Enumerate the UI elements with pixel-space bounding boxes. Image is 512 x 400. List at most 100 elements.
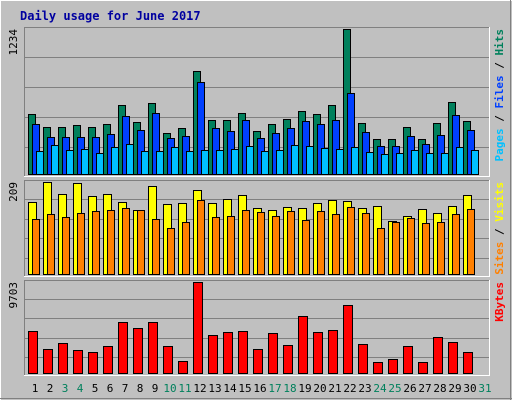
bar-kbytes-day-11 — [178, 361, 188, 374]
x-label-day: 5 — [92, 382, 99, 395]
x-label-day: 24 — [373, 382, 387, 395]
bar-pages-day-19 — [306, 146, 314, 175]
legend-entry: / — [493, 56, 506, 76]
x-label-day: 13 — [208, 382, 221, 395]
bar-kbytes-day-24 — [373, 362, 383, 374]
bar-kbytes-day-26 — [403, 346, 413, 374]
series-pages — [36, 144, 479, 175]
legend-entry: Visits — [493, 182, 506, 222]
bar-sites-day-17 — [272, 216, 280, 275]
bar-pages-day-5 — [96, 153, 104, 175]
x-label-day: 14 — [223, 382, 237, 395]
bar-kbytes-day-2 — [43, 349, 53, 374]
legend-entry: KBytes — [493, 282, 506, 322]
x-label-day: 1 — [32, 382, 39, 395]
bar-sites-day-11 — [182, 222, 190, 275]
bar-pages-day-2 — [51, 145, 59, 175]
bar-sites-day-25 — [392, 222, 400, 275]
bar-kbytes-day-27 — [418, 362, 428, 374]
bar-sites-day-1 — [32, 219, 40, 275]
bar-kbytes-day-14 — [223, 332, 233, 374]
bar-kbytes-day-13 — [208, 335, 218, 374]
bar-pages-day-20 — [321, 148, 329, 175]
x-label-day: 6 — [107, 382, 114, 395]
bar-pages-day-6 — [111, 147, 119, 175]
bar-pages-day-7 — [126, 144, 134, 175]
bar-sites-day-3 — [62, 217, 70, 275]
legend-entry: Sites — [493, 242, 506, 275]
x-label-day: 9 — [152, 382, 159, 395]
bar-sites-day-20 — [317, 211, 325, 275]
y-max-label: 1234 — [7, 29, 20, 56]
bar-sites-day-28 — [437, 222, 445, 275]
panel-visits-sites: 209 Sites / Visits — [7, 180, 506, 277]
bar-sites-day-18 — [287, 211, 295, 275]
panel-kbytes: 9703 KBytes — [7, 280, 506, 376]
y-max-label: 209 — [7, 182, 20, 202]
bar-pages-day-17 — [276, 150, 284, 175]
bar-pages-day-10 — [171, 147, 179, 175]
bar-sites-day-19 — [302, 220, 310, 275]
bar-kbytes-day-3 — [58, 343, 68, 374]
bar-sites-day-7 — [122, 208, 130, 275]
series-sites — [32, 200, 475, 275]
bar-kbytes-day-7 — [118, 322, 128, 374]
bar-kbytes-day-10 — [163, 346, 173, 374]
bar-pages-day-26 — [411, 150, 419, 175]
bar-kbytes-day-9 — [148, 322, 158, 374]
x-label-day: 20 — [313, 382, 326, 395]
x-label-day: 3 — [62, 382, 69, 395]
x-label-day: 15 — [238, 382, 251, 395]
bar-kbytes-day-1 — [28, 331, 38, 374]
bar-pages-day-11 — [186, 151, 194, 175]
x-label-day: 17 — [268, 382, 281, 395]
bar-pages-day-25 — [396, 153, 404, 175]
x-label-day: 21 — [328, 382, 341, 395]
x-label-day: 7 — [122, 382, 129, 395]
bar-pages-day-18 — [291, 145, 299, 175]
bar-sites-day-26 — [407, 218, 415, 275]
x-label-day: 29 — [448, 382, 461, 395]
bar-pages-day-8 — [141, 151, 149, 175]
bar-pages-day-12 — [201, 150, 209, 175]
bar-sites-day-29 — [452, 214, 460, 275]
x-label-day: 22 — [343, 382, 356, 395]
bar-sites-day-12 — [197, 200, 205, 275]
bar-sites-day-9 — [152, 219, 160, 275]
bar-kbytes-day-4 — [73, 350, 83, 374]
bar-sites-day-13 — [212, 217, 220, 275]
bar-sites-day-30 — [467, 209, 475, 275]
legend-entry: Hits — [493, 29, 506, 56]
bar-sites-day-6 — [107, 210, 115, 275]
x-axis-labels: 1 2 3 4 5 6 7 8 9 10 11 12 13 14 15 16 17 18 19 20 21 22 23 24 2… — [32, 382, 492, 395]
series-kbytes — [28, 282, 473, 374]
chart-title: Daily usage for June 2017 — [20, 9, 201, 23]
bar-pages-day-16 — [261, 151, 269, 175]
bar-sites-day-4 — [77, 213, 85, 275]
legend-entry: / — [493, 109, 506, 129]
bar-kbytes-day-18 — [283, 345, 293, 374]
bar-kbytes-day-12 — [193, 282, 203, 374]
panel-legend: Sites / Visits — [493, 182, 506, 275]
bar-kbytes-day-25 — [388, 359, 398, 374]
bar-kbytes-day-22 — [343, 305, 353, 374]
bar-sites-day-27 — [422, 223, 430, 275]
bar-sites-day-24 — [377, 228, 385, 275]
bar-pages-day-24 — [381, 154, 389, 175]
bar-kbytes-day-28 — [433, 337, 443, 374]
bar-pages-day-30 — [471, 150, 479, 175]
bar-kbytes-day-30 — [463, 352, 473, 374]
bar-pages-day-9 — [156, 151, 164, 175]
bar-pages-day-14 — [231, 149, 239, 175]
bar-pages-day-15 — [246, 146, 254, 175]
legend-entry: Files — [493, 75, 506, 108]
bar-kbytes-day-29 — [448, 342, 458, 374]
x-label-day: 12 — [193, 382, 206, 395]
bar-pages-day-21 — [336, 149, 344, 175]
x-label-day: 23 — [358, 382, 371, 395]
bar-sites-day-22 — [347, 207, 355, 275]
bar-kbytes-day-19 — [298, 316, 308, 374]
panel-hits-files-pages: 1234 Pages / Files / Hits — [7, 27, 506, 177]
bar-kbytes-day-16 — [253, 349, 263, 374]
bar-pages-day-13 — [216, 150, 224, 175]
